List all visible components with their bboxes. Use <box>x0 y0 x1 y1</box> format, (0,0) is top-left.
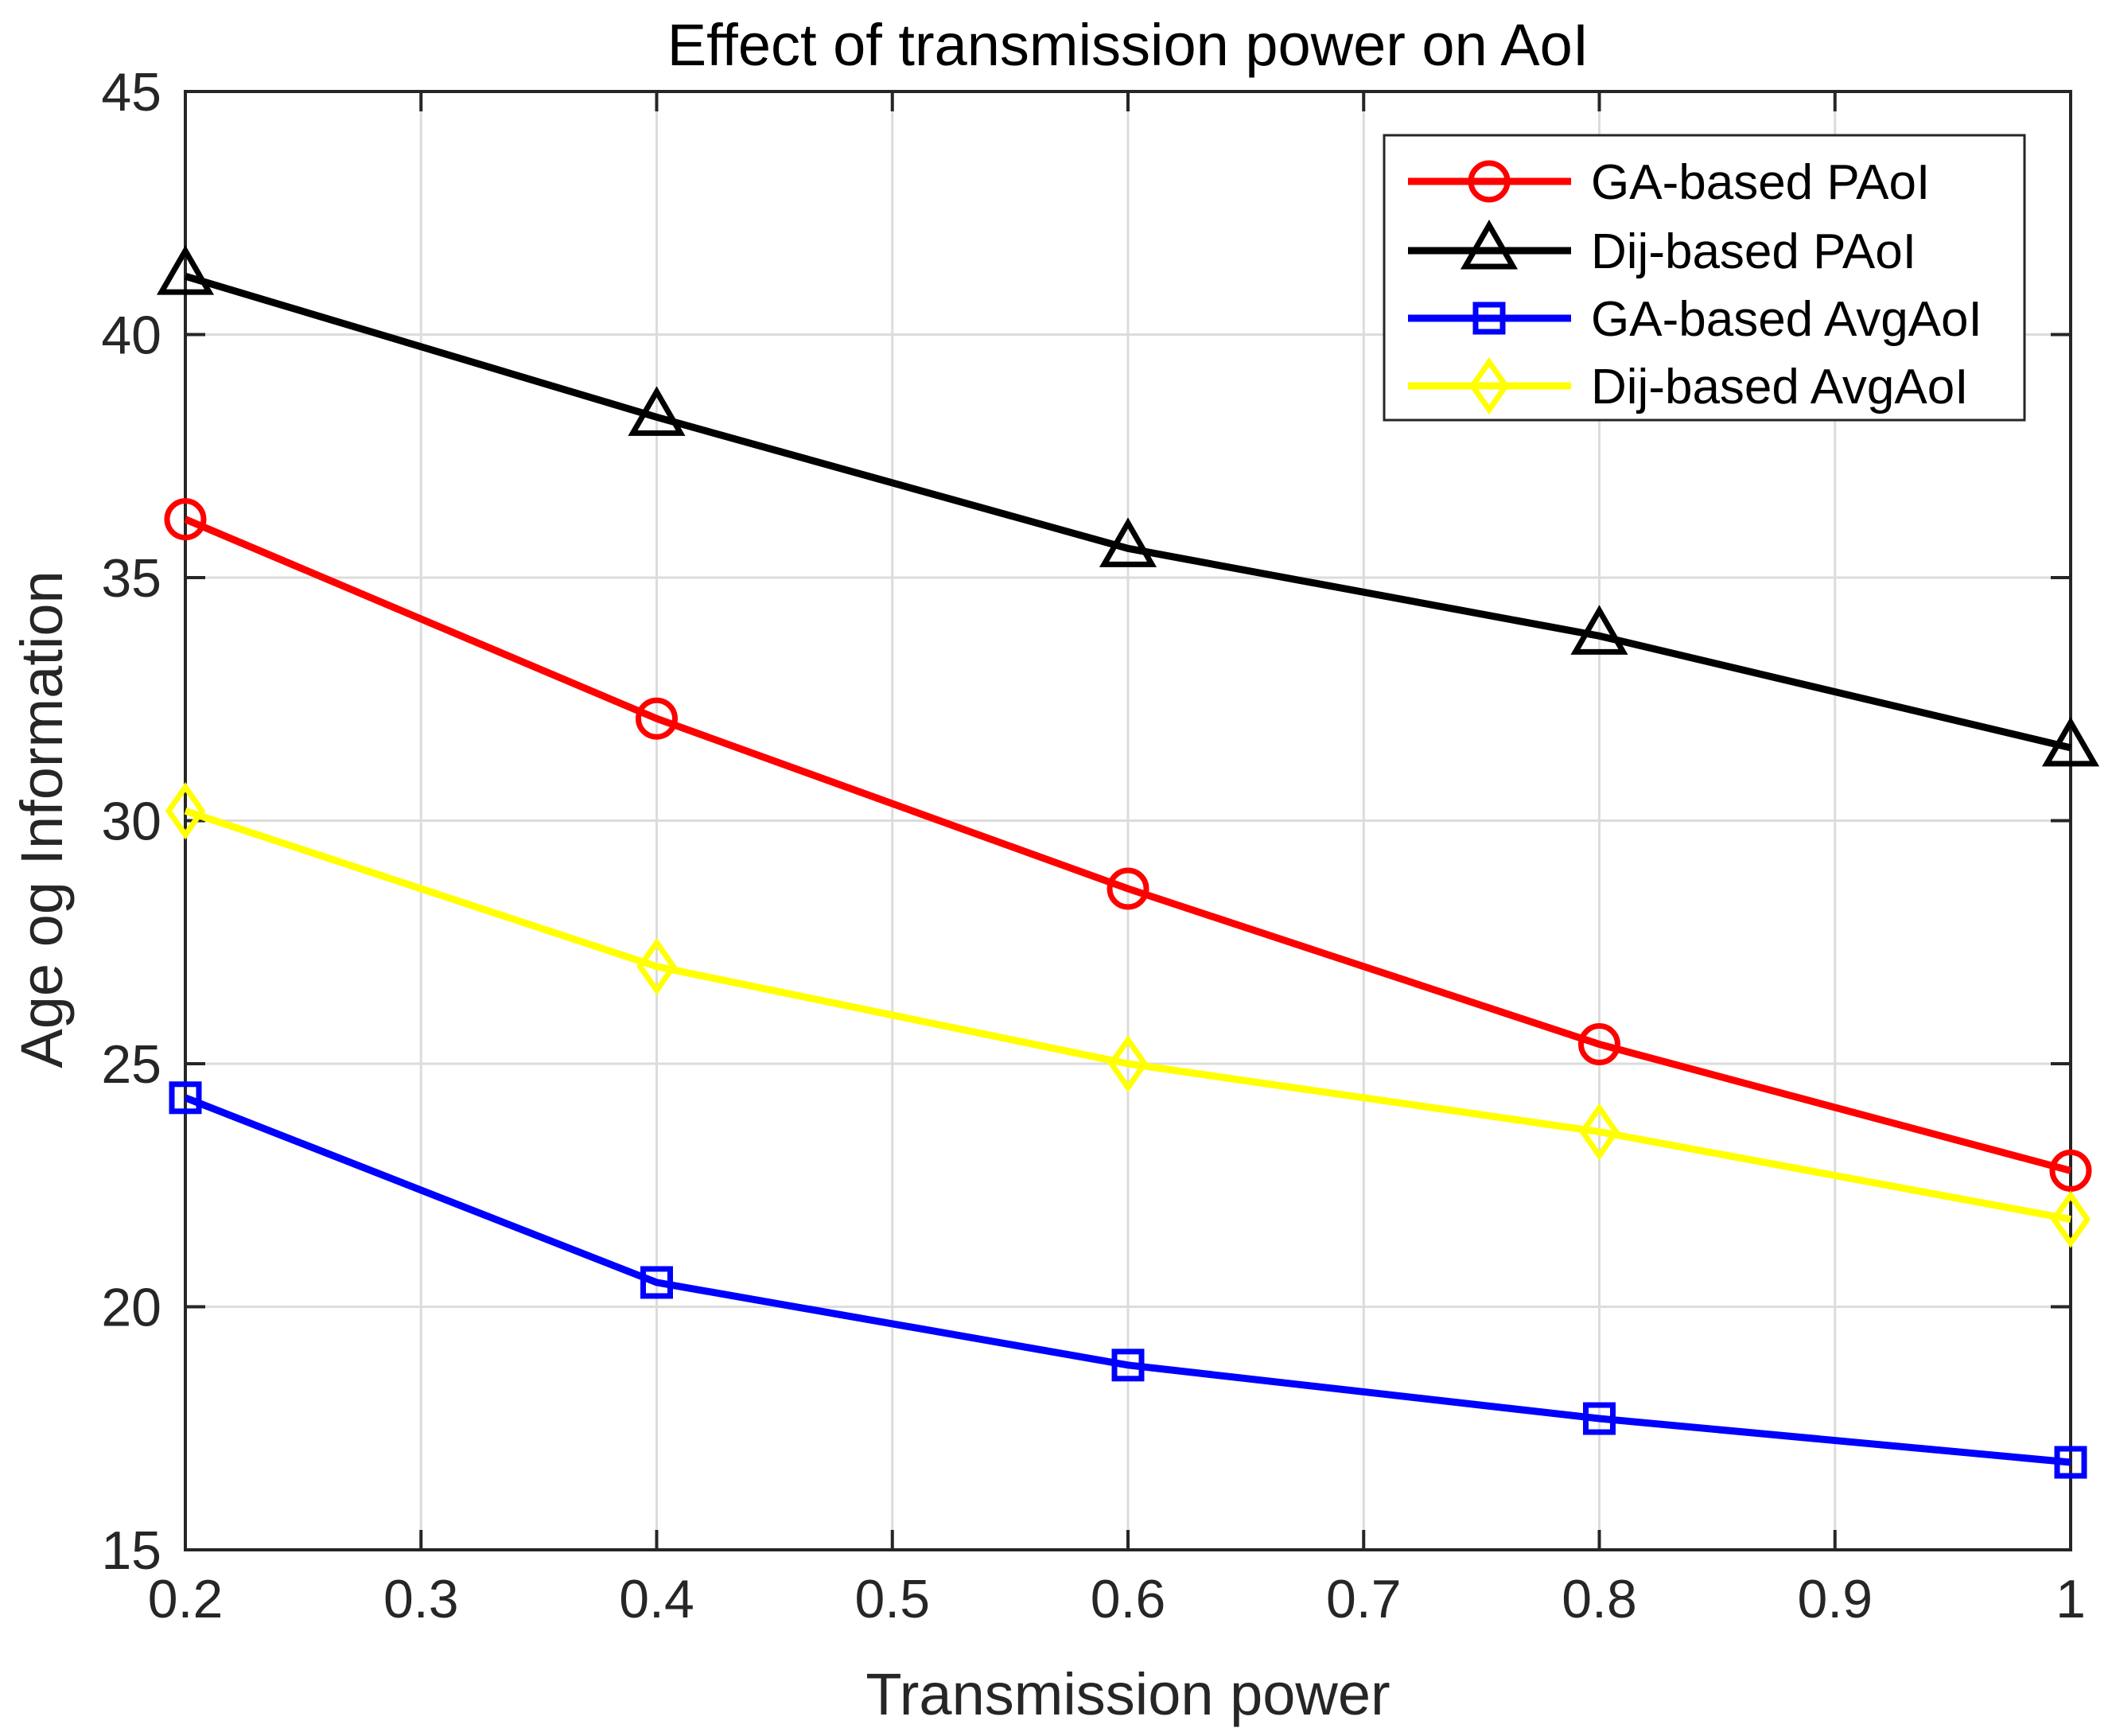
x-tick-label: 0.4 <box>619 1569 694 1629</box>
x-tick-label: 0.7 <box>1326 1569 1402 1629</box>
x-axis-label: Transmission power <box>865 1661 1390 1727</box>
x-tick-label: 1 <box>2056 1569 2086 1629</box>
series-dij-based-paoi <box>156 245 2100 767</box>
legend-item: Dij-based AvgAoI <box>1408 356 1968 415</box>
data-point-diamond <box>165 782 206 840</box>
legend-marker-triangle <box>1460 219 1519 270</box>
data-point-circle <box>164 498 207 541</box>
plot-area-border <box>184 90 2072 1551</box>
series-ga-based-avgaoi <box>169 1081 2087 1479</box>
data-point-triangle <box>1099 517 1157 567</box>
data-point-circle <box>1578 1023 1620 1066</box>
legend-label: GA-based AvgAoI <box>1591 292 1982 347</box>
x-tick-labels: 0.2 0.3 0.4 0.5 0.6 0.7 0.8 0.9 1 <box>148 1569 2086 1629</box>
y-tick-label: 20 <box>101 1278 161 1338</box>
grid <box>185 91 2071 1550</box>
data-point-diamond <box>636 937 677 995</box>
legend-marker-circle <box>1468 160 1511 203</box>
series-ga-based-paoi <box>164 498 2092 1192</box>
y-tick-labels: 15 20 25 30 35 40 45 <box>101 62 161 1581</box>
legend-label: Dij-based AvgAoI <box>1591 360 1968 415</box>
data-point-square <box>640 1266 673 1299</box>
y-axis-label: Age og Information <box>9 570 75 1068</box>
x-tick-label: 0.2 <box>148 1569 224 1629</box>
x-tick-label: 0.3 <box>383 1569 459 1629</box>
legend-label: GA-based PAoI <box>1591 155 1930 210</box>
x-tick-label: 0.8 <box>1562 1569 1637 1629</box>
data-point-triangle <box>2041 716 2100 767</box>
series-line <box>184 516 2072 1174</box>
series-dij-based-avgaoi <box>165 782 2091 1248</box>
data-point-triangle <box>1570 605 1628 655</box>
data-point-square <box>1583 1402 1616 1435</box>
legend-marker-diamond <box>1468 356 1510 415</box>
data-point-circle <box>2049 1149 2092 1192</box>
y-tick-label: 40 <box>101 306 161 366</box>
chart-title: Effect of transmission power on AoI <box>667 12 1589 78</box>
series-layer <box>156 245 2100 1479</box>
y-tick-label: 25 <box>101 1034 161 1095</box>
data-point-square <box>2054 1446 2087 1479</box>
data-point-diamond <box>1579 1103 1620 1161</box>
data-point-diamond <box>1107 1034 1149 1093</box>
x-tick-label: 0.5 <box>854 1569 930 1629</box>
y-tick-label: 30 <box>101 792 161 852</box>
legend-item: GA-based PAoI <box>1408 155 1930 210</box>
y-tick-label: 15 <box>101 1520 161 1581</box>
legend: GA-based PAoI Dij-based PAoI GA-based AvgA… <box>1383 134 2026 422</box>
data-point-circle <box>636 697 678 740</box>
series-line <box>184 272 2072 752</box>
legend-marker-square <box>1472 302 1506 335</box>
legend-item: GA-based AvgAoI <box>1408 292 1982 347</box>
series-line <box>184 808 2071 1223</box>
data-point-triangle <box>156 245 215 295</box>
data-point-square <box>1111 1349 1145 1382</box>
legend-label: Dij-based PAoI <box>1591 224 1916 279</box>
legend-item: Dij-based PAoI <box>1408 219 1916 279</box>
data-point-circle <box>1107 867 1149 910</box>
y-tick-label: 45 <box>101 62 161 123</box>
data-point-triangle <box>628 386 686 436</box>
series-line <box>184 1094 2071 1466</box>
data-point-square <box>169 1081 202 1115</box>
x-tick-label: 0.6 <box>1091 1569 1166 1629</box>
data-point-diamond <box>2050 1190 2091 1248</box>
y-tick-label: 35 <box>101 548 161 609</box>
x-tick-label: 0.9 <box>1797 1569 1873 1629</box>
